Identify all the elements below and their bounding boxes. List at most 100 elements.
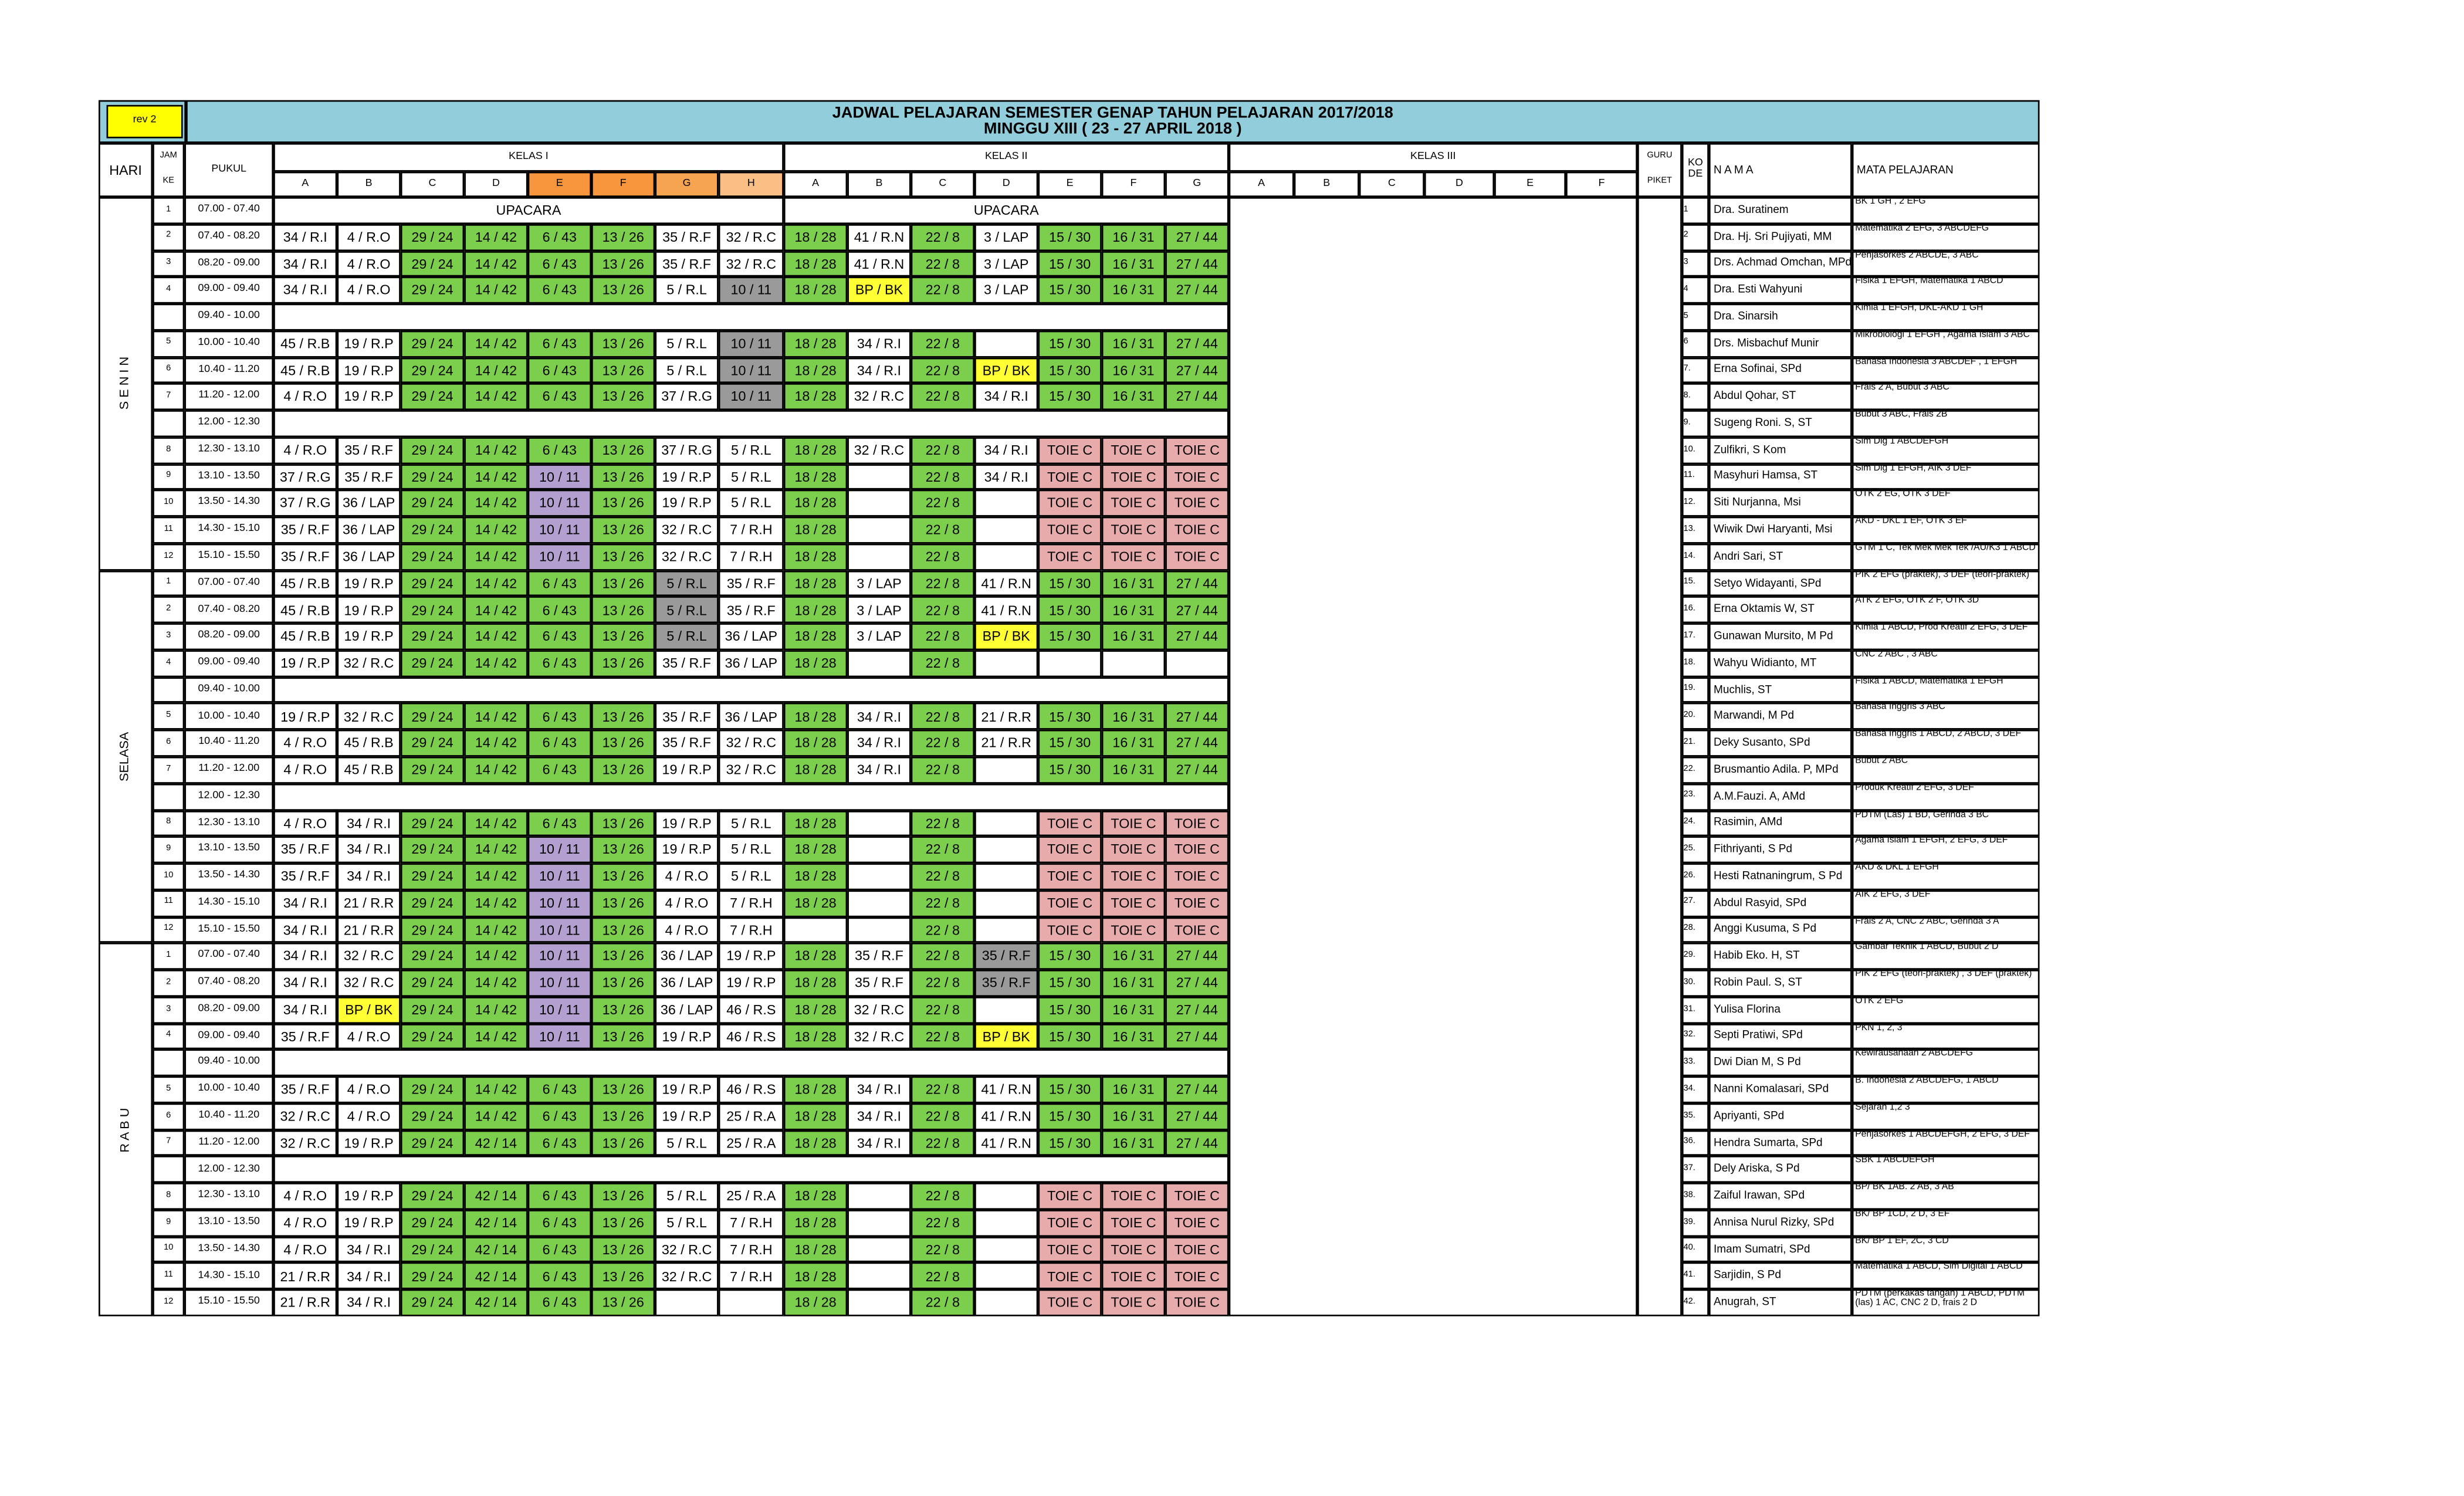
lesson-cell: 5 / R.L — [655, 357, 719, 384]
break-cell — [273, 783, 1229, 810]
lesson-cell: 18 / 28 — [783, 970, 848, 997]
teacher-subject: ATK 2 EFG, OTK 2 F, OTK 3D — [1852, 597, 2040, 624]
lesson-cell: 3 / LAP — [847, 623, 911, 651]
header-kode: KO DE — [1681, 143, 1709, 197]
jam-cell: 9 — [153, 1209, 185, 1237]
header-pukul: PUKUL — [184, 143, 274, 197]
teacher-name: Habib Eko. H, ST — [1708, 943, 1852, 970]
lesson-cell: 35 / R.F — [273, 543, 337, 570]
pukul-cell: 12.30 - 13.10 — [184, 1183, 274, 1210]
teacher-code: 17. — [1681, 623, 1709, 651]
lesson-cell: TOIE C — [1038, 1236, 1102, 1263]
pukul-cell: 14.30 - 15.10 — [184, 517, 274, 544]
header-sub: B — [847, 171, 911, 197]
lesson-cell: 5 / R.L — [655, 277, 719, 304]
lesson-cell: 10 / 11 — [527, 837, 591, 864]
lesson-cell — [847, 1209, 911, 1237]
jam-cell: 1 — [153, 570, 185, 597]
lesson-cell: 10 / 11 — [527, 490, 591, 517]
header-ke-text: KE — [163, 177, 174, 187]
lesson-cell: 22 / 8 — [911, 1289, 975, 1316]
teacher-name: Fithriyanti, S Pd — [1708, 837, 1852, 864]
lesson-cell — [847, 1236, 911, 1263]
lesson-cell: TOIE C — [1038, 1289, 1102, 1316]
lesson-cell: 36 / LAP — [655, 943, 719, 970]
lesson-cell: TOIE C — [1165, 889, 1229, 917]
lesson-cell: 18 / 28 — [783, 277, 848, 304]
teacher-code: 35. — [1681, 1103, 1709, 1130]
teacher-subject: Fisika 1 ABCD, Matematika 1 EFGH — [1852, 676, 2040, 703]
lesson-cell: 18 / 28 — [783, 436, 848, 464]
lesson-cell: 4 / R.O — [655, 863, 719, 890]
jam-cell: 2 — [153, 970, 185, 997]
lesson-cell: 5 / R.L — [655, 330, 719, 357]
break-cell — [273, 1050, 1229, 1077]
lesson-cell: 34 / R.I — [974, 436, 1038, 464]
jam-cell: 2 — [153, 597, 185, 624]
lesson-cell: 5 / R.L — [718, 837, 784, 864]
lesson-cell — [847, 810, 911, 837]
lesson-cell: 14 / 42 — [464, 810, 528, 837]
teacher-code: 5 — [1681, 303, 1709, 331]
lesson-cell: 6 / 43 — [527, 810, 591, 837]
lesson-cell: 13 / 26 — [591, 436, 655, 464]
lesson-cell: 19 / R.P — [337, 597, 401, 624]
teacher-code: 3 — [1681, 250, 1709, 277]
jam-cell: 2 — [153, 224, 185, 251]
lesson-cell: 34 / R.I — [273, 889, 337, 917]
pukul-cell: 13.50 - 14.30 — [184, 490, 274, 517]
lesson-cell — [783, 916, 848, 943]
teacher-subject: Fisika 1 EFGH, Matematika 1 ABCD — [1852, 277, 2040, 304]
lesson-cell: 29 / 24 — [400, 357, 465, 384]
lesson-cell: 18 / 28 — [783, 1209, 848, 1237]
lesson-cell: 22 / 8 — [911, 277, 975, 304]
pukul-cell: 08.20 - 09.00 — [184, 250, 274, 277]
lesson-cell: 42 / 14 — [464, 1236, 528, 1263]
lesson-cell: 18 / 28 — [783, 1023, 848, 1050]
teacher-code: 15. — [1681, 570, 1709, 597]
teacher-code: 22. — [1681, 756, 1709, 784]
lesson-cell: 41 / R.N — [974, 1129, 1038, 1157]
lesson-cell: 13 / 26 — [591, 730, 655, 757]
teacher-name: Anggi Kusuma, S Pd — [1708, 916, 1852, 943]
teacher-subject: Bahasa Inggris 1 ABCD, 2 ABCD, 3 DEF — [1852, 730, 2040, 757]
header-sub: B — [337, 171, 401, 197]
teacher-name: Siti Nurjanna, Msi — [1708, 490, 1852, 517]
lesson-cell: 18 / 28 — [783, 1129, 848, 1157]
lesson-cell: 18 / 28 — [783, 1289, 848, 1316]
lesson-cell: 14 / 42 — [464, 543, 528, 570]
lesson-cell: 36 / LAP — [337, 517, 401, 544]
lesson-cell: 21 / R.R — [974, 703, 1038, 730]
title-band: JADWAL PELAJARAN SEMESTER GENAP TAHUN PE… — [186, 100, 2040, 143]
lesson-cell: 35 / R.F — [273, 517, 337, 544]
lesson-cell: 19 / R.P — [655, 1103, 719, 1130]
lesson-cell: 14 / 42 — [464, 463, 528, 490]
teacher-name: Muchlis, ST — [1708, 676, 1852, 703]
lesson-cell: 16 / 31 — [1101, 383, 1166, 411]
lesson-cell — [655, 1289, 719, 1316]
lesson-cell: 4 / R.O — [273, 730, 337, 757]
teacher-subject: AKD & DKL 1 EFGH — [1852, 863, 2040, 890]
lesson-cell: 29 / 24 — [400, 383, 465, 411]
lesson-cell: 14 / 42 — [464, 916, 528, 943]
pukul-cell: 13.10 - 13.50 — [184, 837, 274, 864]
lesson-cell: 34 / R.I — [847, 1076, 911, 1104]
pukul-cell: 12.00 - 12.30 — [184, 1156, 274, 1183]
lesson-cell: 22 / 8 — [911, 1236, 975, 1263]
lesson-cell — [974, 650, 1038, 677]
header-guru-text: GURU — [1647, 151, 1673, 161]
lesson-cell: 4 / R.O — [337, 277, 401, 304]
teacher-name: Dra. Hj. Sri Pujiyati, MM — [1708, 224, 1852, 251]
lesson-cell: 22 / 8 — [911, 463, 975, 490]
lesson-cell: 22 / 8 — [911, 1263, 975, 1290]
lesson-cell: 13 / 26 — [591, 463, 655, 490]
jam-cell — [153, 410, 185, 437]
teacher-code: 32. — [1681, 1023, 1709, 1050]
teacher-code: 6 — [1681, 330, 1709, 357]
lesson-cell: 15 / 30 — [1038, 224, 1102, 251]
lesson-cell: 6 / 43 — [527, 383, 591, 411]
lesson-cell: 14 / 42 — [464, 517, 528, 544]
lesson-cell: 19 / R.P — [655, 810, 719, 837]
lesson-cell: 22 / 8 — [911, 730, 975, 757]
